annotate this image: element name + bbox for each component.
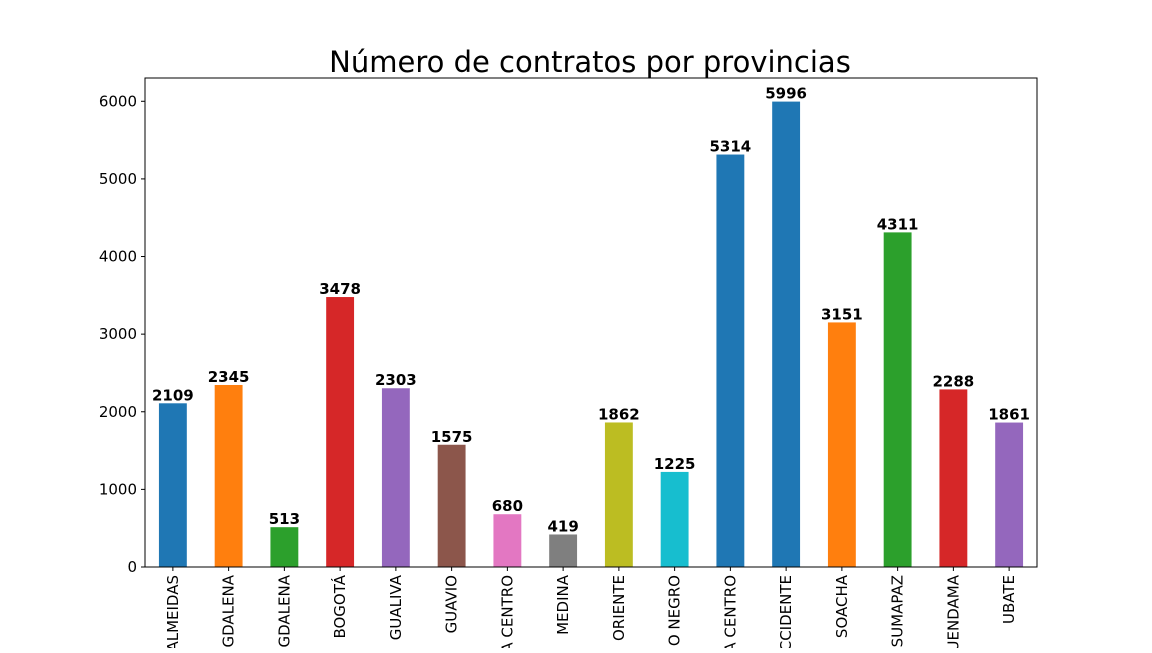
bar	[883, 232, 912, 568]
bar	[270, 527, 299, 567]
bar	[660, 471, 689, 567]
x-tick-label: GDALENA	[275, 574, 293, 647]
y-tick-label: 5000	[99, 170, 137, 188]
x-tick-label: GUALIVA	[387, 574, 405, 640]
data-label: 1862	[598, 405, 640, 423]
x-tick-label: UENDAMA	[944, 574, 962, 648]
y-tick-label: 3000	[99, 325, 137, 343]
data-label: 419	[547, 517, 578, 535]
bar	[158, 403, 187, 567]
x-tick-label: MEDINA	[554, 574, 572, 635]
data-label: 3151	[821, 305, 863, 323]
chart-title: Número de contratos por provincias	[329, 45, 851, 79]
bars-layer	[158, 101, 1024, 568]
plot-frame	[144, 77, 1038, 568]
bar	[214, 384, 243, 567]
data-label: 1575	[431, 428, 473, 446]
bar	[827, 322, 856, 567]
y-tick-label: 4000	[99, 248, 137, 266]
bar	[381, 388, 410, 567]
x-tick-label: ORIENTE	[610, 575, 628, 641]
data-label: 2303	[375, 371, 417, 389]
bar	[939, 389, 968, 567]
x-tick-label: O NEGRO	[666, 575, 684, 646]
bar	[549, 534, 578, 567]
x-tick-label: ALMEIDAS	[164, 575, 182, 648]
x-tick-label: BOGOTÁ	[330, 574, 349, 638]
x-tick-label: GUAVIO	[443, 575, 461, 633]
bar	[716, 154, 745, 567]
data-label: 1225	[654, 455, 696, 473]
data-labels: 2109 2345 513 3478 2303 1575 680 419 1862 1225 531…	[152, 85, 1030, 536]
y-axis: 0 1000 2000 3000 4000 5000 6000	[99, 92, 145, 576]
data-label: 513	[269, 510, 300, 528]
data-label: 4311	[877, 215, 919, 233]
data-label: 2109	[152, 386, 194, 404]
data-label: 5314	[710, 138, 752, 156]
data-label: 2288	[933, 372, 975, 390]
data-label: 3478	[319, 280, 361, 298]
data-label: 1861	[988, 406, 1030, 424]
y-tick-label: 0	[127, 558, 137, 576]
data-label: 5996	[765, 85, 807, 103]
bar	[772, 101, 801, 567]
bar	[493, 514, 522, 567]
y-tick-label: 6000	[99, 92, 137, 110]
x-tick-label: A CENTRO	[498, 575, 516, 648]
data-label: 2345	[208, 368, 250, 386]
x-tick-label: SUMAPAZ	[889, 575, 907, 647]
y-tick-label: 2000	[99, 403, 137, 421]
x-tick-label: CCIDENTE	[777, 575, 795, 648]
x-tick-label: GDALENA	[220, 574, 238, 647]
x-tick-label: UBATE	[1000, 575, 1018, 624]
bar	[437, 444, 466, 567]
bar	[604, 422, 633, 567]
x-axis: ALMEIDAS GDALENA GDALENA BOGOTÁ GUALIVA GUAVI…	[164, 567, 1018, 653]
y-tick-label: 1000	[99, 480, 137, 498]
data-label: 680	[492, 497, 523, 515]
bar	[995, 422, 1024, 567]
x-tick-label: A CENTRO	[721, 575, 739, 648]
bar	[326, 297, 355, 567]
x-tick-label: SOACHA	[833, 574, 851, 638]
